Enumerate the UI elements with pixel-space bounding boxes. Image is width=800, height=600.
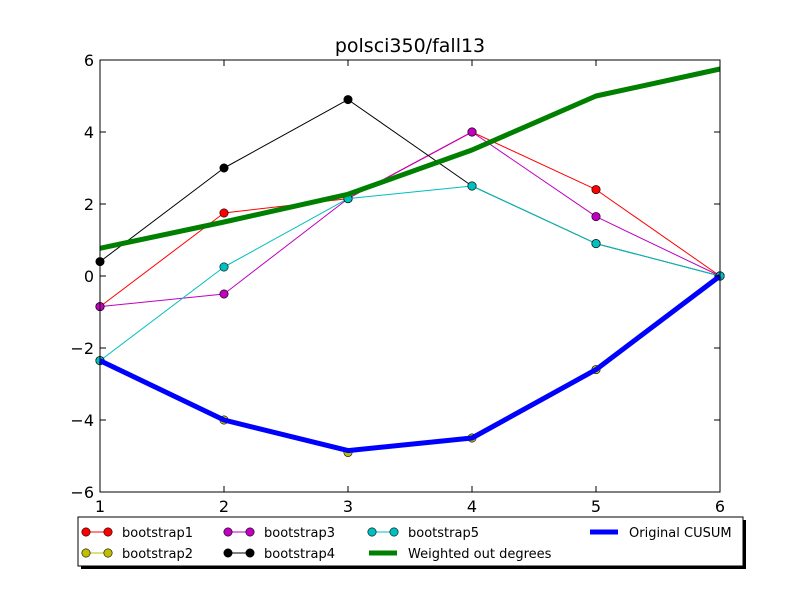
legend-label: bootstrap2 xyxy=(122,547,193,562)
legend-marker xyxy=(367,527,377,537)
legend-box xyxy=(77,516,744,567)
legend-label: bootstrap5 xyxy=(408,526,479,541)
legend-item-bootstrap2: bootstrap2 xyxy=(81,547,193,562)
data-point xyxy=(343,95,353,105)
legend-marker xyxy=(223,527,233,537)
legend-label: Original CUSUM xyxy=(629,526,732,541)
legend-marker xyxy=(81,527,91,537)
legend-item-weighted-out-degrees: Weighted out degrees xyxy=(369,547,552,562)
series-weighted-out-degrees xyxy=(99,66,721,251)
legend-marker xyxy=(245,527,255,537)
legend-label: bootstrap1 xyxy=(122,526,193,541)
series-line-bootstrap2 xyxy=(99,275,721,453)
series-line-bootstrap5 xyxy=(99,185,721,361)
data-point xyxy=(219,208,229,218)
series-bootstrap2 xyxy=(95,271,725,457)
series-original-cusum xyxy=(98,274,722,454)
legend-label: Weighted out degrees xyxy=(408,547,552,562)
legend-item-bootstrap1: bootstrap1 xyxy=(81,526,193,541)
axis-ticks: 1 2 3 4 5 6 −6 −4 −2 0 2 4 6 xyxy=(70,51,725,516)
series-bootstrap1 xyxy=(95,127,725,312)
data-point xyxy=(467,181,477,191)
series-line-original-cusum xyxy=(98,274,722,454)
legend-marker xyxy=(389,527,399,537)
y-tick-label: 0 xyxy=(84,267,94,286)
y-tick-label: 2 xyxy=(84,195,94,214)
legend-item-original-cusum: Original CUSUM xyxy=(590,526,732,541)
legend-label: bootstrap4 xyxy=(264,547,335,562)
plot-frame xyxy=(99,59,721,493)
legend-marker xyxy=(223,548,233,558)
x-tick-label: 1 xyxy=(95,497,105,516)
legend-label: bootstrap3 xyxy=(264,526,335,541)
series-line-weighted-out-degrees xyxy=(99,66,721,251)
legend-marker xyxy=(81,548,91,558)
data-point xyxy=(467,127,477,137)
y-tick-label: −6 xyxy=(70,483,94,502)
legend: bootstrap1 bootstrap2 bootstrap3 bootstrap4… xyxy=(77,516,746,569)
series-bootstrap5 xyxy=(95,181,725,366)
legend-item-bootstrap3: bootstrap3 xyxy=(223,526,335,541)
data-point xyxy=(219,163,229,173)
y-tick-label: −4 xyxy=(70,411,94,430)
data-point xyxy=(591,239,601,249)
data-point xyxy=(591,212,601,222)
x-tick-label: 3 xyxy=(343,497,353,516)
series-line-bootstrap4 xyxy=(99,99,721,277)
series-line-bootstrap1 xyxy=(99,131,721,307)
legend-item-bootstrap5: bootstrap5 xyxy=(367,526,479,541)
y-tick-label: 4 xyxy=(84,123,94,142)
x-tick-label: 6 xyxy=(715,497,725,516)
y-tick-label: −2 xyxy=(70,339,94,358)
series-bootstrap3 xyxy=(95,127,725,312)
data-point xyxy=(219,262,229,272)
legend-marker xyxy=(245,548,255,558)
data-point xyxy=(219,289,229,299)
x-tick-label: 2 xyxy=(219,497,229,516)
legend-marker xyxy=(103,527,113,537)
chart-title: polsci350/fall13 xyxy=(335,35,485,57)
x-tick-label: 4 xyxy=(467,497,477,516)
x-tick-label: 5 xyxy=(591,497,601,516)
y-tick-label: 6 xyxy=(84,51,94,70)
plot-area xyxy=(95,66,725,457)
legend-item-bootstrap4: bootstrap4 xyxy=(223,547,335,562)
series-line-bootstrap3 xyxy=(99,131,721,308)
data-point xyxy=(591,185,601,195)
legend-marker xyxy=(103,548,113,558)
